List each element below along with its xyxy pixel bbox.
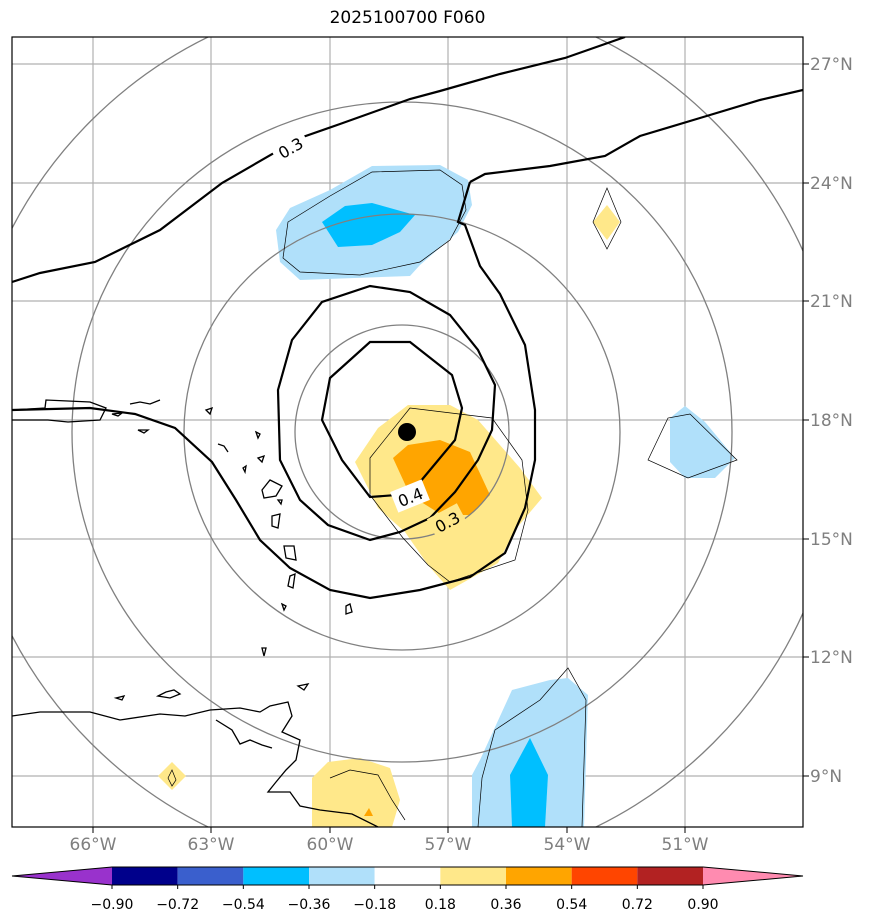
- island-barbados: [345, 603, 353, 615]
- map-frame: [11, 36, 804, 828]
- lon-label-60w: 60°W: [307, 835, 354, 855]
- island-vi-3: [137, 429, 150, 434]
- orange-south-dot: [364, 808, 373, 816]
- lat-label-15n: 15°N: [810, 530, 853, 550]
- colorbar-tick-label: 0.72: [622, 897, 653, 913]
- contour-label-bg-2: [390, 479, 430, 513]
- colorbar-tick-label: 0.36: [490, 897, 521, 913]
- map-area: 0.3 0.4 0.3: [12, 37, 803, 827]
- lat-label-24n: 24°N: [810, 174, 853, 194]
- contour-label-bg-3: [426, 503, 468, 539]
- colorbar-segment: [571, 867, 638, 885]
- thick-contours: [12, 37, 803, 600]
- colorbar-tick-label: −0.72: [156, 897, 199, 913]
- filled-contours: [158, 165, 735, 827]
- range-ring-2: [183, 213, 621, 651]
- colorbar-segment: [112, 867, 178, 885]
- island-st-lucia: [287, 572, 296, 589]
- island-a2: [217, 443, 229, 453]
- island-dominica: [271, 513, 281, 529]
- colorbar-tick-label: 0.54: [556, 897, 587, 913]
- island-st-vincent: [280, 602, 287, 612]
- colorbar-extend-low: [12, 867, 112, 885]
- colorbar-tick-label: −0.90: [91, 897, 134, 913]
- contour-0.3-outer: [12, 37, 626, 284]
- storm-center-marker: [398, 423, 416, 441]
- longitude-labels: 66°W 63°W 60°W 57°W 54°W 51°W: [70, 835, 709, 855]
- lon-label-57w: 57°W: [425, 835, 472, 855]
- thin-contour-north: [282, 169, 467, 276]
- island-vi-2: [129, 399, 161, 405]
- island-a6: [276, 499, 283, 506]
- latitude-labels: 27°N 24°N 21°N 18°N 15°N 12°N 9°N: [810, 55, 853, 787]
- lon-label-51w: 51°W: [662, 835, 709, 855]
- colorbar-segment: [440, 867, 506, 885]
- colorbar-segment: [506, 867, 572, 885]
- colorbar-tick-label: −0.18: [353, 897, 396, 913]
- island-small-2: [155, 689, 182, 699]
- contour-0.4-inner: [276, 284, 497, 542]
- colorbar-segment: [177, 867, 244, 885]
- colorbar-tick-label: 0.18: [425, 897, 456, 913]
- lon-label-66w: 66°W: [70, 835, 117, 855]
- thin-contour-east: [647, 413, 738, 479]
- colorbar-extend-high: [703, 867, 803, 885]
- colorbar-tick-label: −0.36: [288, 897, 331, 913]
- lat-label-27n: 27°N: [810, 55, 853, 75]
- island-a5: [256, 454, 266, 464]
- colorbar-segment: [374, 867, 441, 885]
- thin-contour-sw: [167, 769, 177, 787]
- island-martinique: [283, 545, 297, 561]
- island-tobago: [296, 683, 310, 691]
- contour-label-bg-1: [268, 128, 312, 166]
- lat-label-12n: 12°N: [810, 648, 853, 668]
- thin-contours: [167, 169, 738, 827]
- contour-0.3-loop: [12, 181, 537, 600]
- colorbar-segment: [637, 867, 703, 885]
- colorbar-segment: [243, 867, 309, 885]
- colorbar-segment: [309, 867, 375, 885]
- island-small-1: [113, 695, 126, 701]
- island-grenada: [261, 647, 267, 657]
- blue-core-south: [510, 738, 548, 827]
- thin-contour-ne-diamond: [592, 187, 622, 250]
- island-a1: [204, 406, 214, 416]
- contour-0.3-east: [469, 88, 803, 183]
- thin-contour-south: [477, 667, 587, 827]
- lat-label-18n: 18°N: [810, 411, 853, 431]
- blue-light-east: [670, 406, 735, 478]
- yellow-diamond-ne: [593, 205, 620, 240]
- island-a4: [254, 430, 261, 440]
- thin-contour-storm: [369, 407, 529, 583]
- lon-label-54w: 54°W: [544, 835, 591, 855]
- yellow-small-sw: [158, 762, 186, 790]
- axis-ticks: [92, 63, 809, 833]
- lat-label-9n: 9°N: [810, 767, 842, 787]
- colorbar-tick-label: 0.90: [687, 897, 718, 913]
- colorbar: −0.90 −0.72 −0.54 −0.36 −0.18 0.18 0.36 0.54 0.7…: [11, 866, 804, 913]
- coastlines: [12, 399, 379, 827]
- trinidad-coast: [215, 719, 273, 749]
- puerto-rico-coast: [12, 399, 107, 423]
- thin-contour-south2: [329, 769, 406, 821]
- island-guadeloupe: [261, 479, 283, 499]
- lat-label-21n: 21°N: [810, 292, 853, 312]
- venezuela-coast: [12, 701, 379, 827]
- map-title: 2025100700 F060: [329, 8, 486, 28]
- island-vi-1: [111, 412, 125, 417]
- lon-label-63w: 63°W: [188, 835, 235, 855]
- contour-0.5-core: [320, 340, 464, 499]
- colorbar-tick-label: −0.54: [222, 897, 265, 913]
- island-a3: [242, 464, 247, 475]
- range-ring-1: [294, 324, 510, 540]
